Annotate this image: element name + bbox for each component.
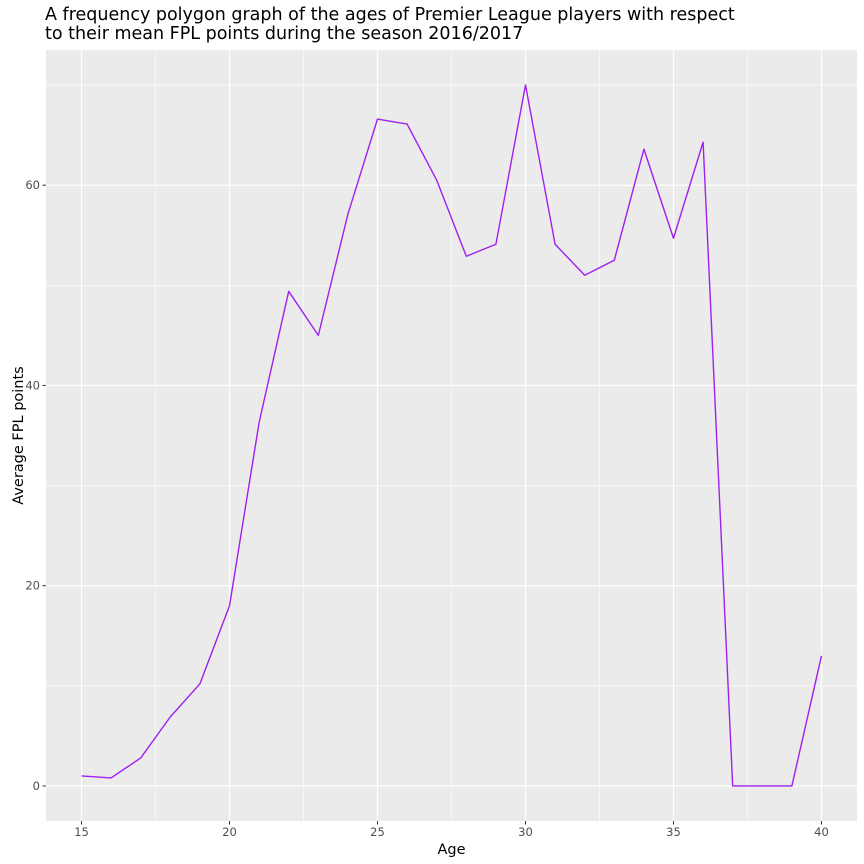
y-tick-label: 40 xyxy=(25,378,40,392)
x-axis-title: Age xyxy=(437,842,465,858)
series-line-group xyxy=(81,84,823,787)
y-axis-title: Average FPL points xyxy=(11,366,27,504)
y-tick-label: 20 xyxy=(25,579,40,593)
x-tick-label: 20 xyxy=(222,825,237,839)
axis-ticks: 15 20 25 30 35 40 0 20 40 60 xyxy=(25,178,828,839)
series-line xyxy=(81,84,823,787)
major-gridlines xyxy=(46,50,857,821)
y-tick-label: 0 xyxy=(33,779,40,793)
x-tick-label: 40 xyxy=(814,825,829,839)
x-tick-label: 35 xyxy=(666,825,681,839)
chart-title: A frequency polygon graph of the ages of… xyxy=(45,5,735,44)
chart-title-line: to their mean FPL points during the seas… xyxy=(45,24,523,44)
x-tick-label: 30 xyxy=(518,825,533,839)
x-tick-label: 15 xyxy=(74,825,89,839)
y-tick-label: 60 xyxy=(25,178,40,192)
minor-gridlines xyxy=(46,50,857,821)
chart-title-line: A frequency polygon graph of the ages of… xyxy=(45,5,735,25)
x-tick-label: 25 xyxy=(370,825,385,839)
